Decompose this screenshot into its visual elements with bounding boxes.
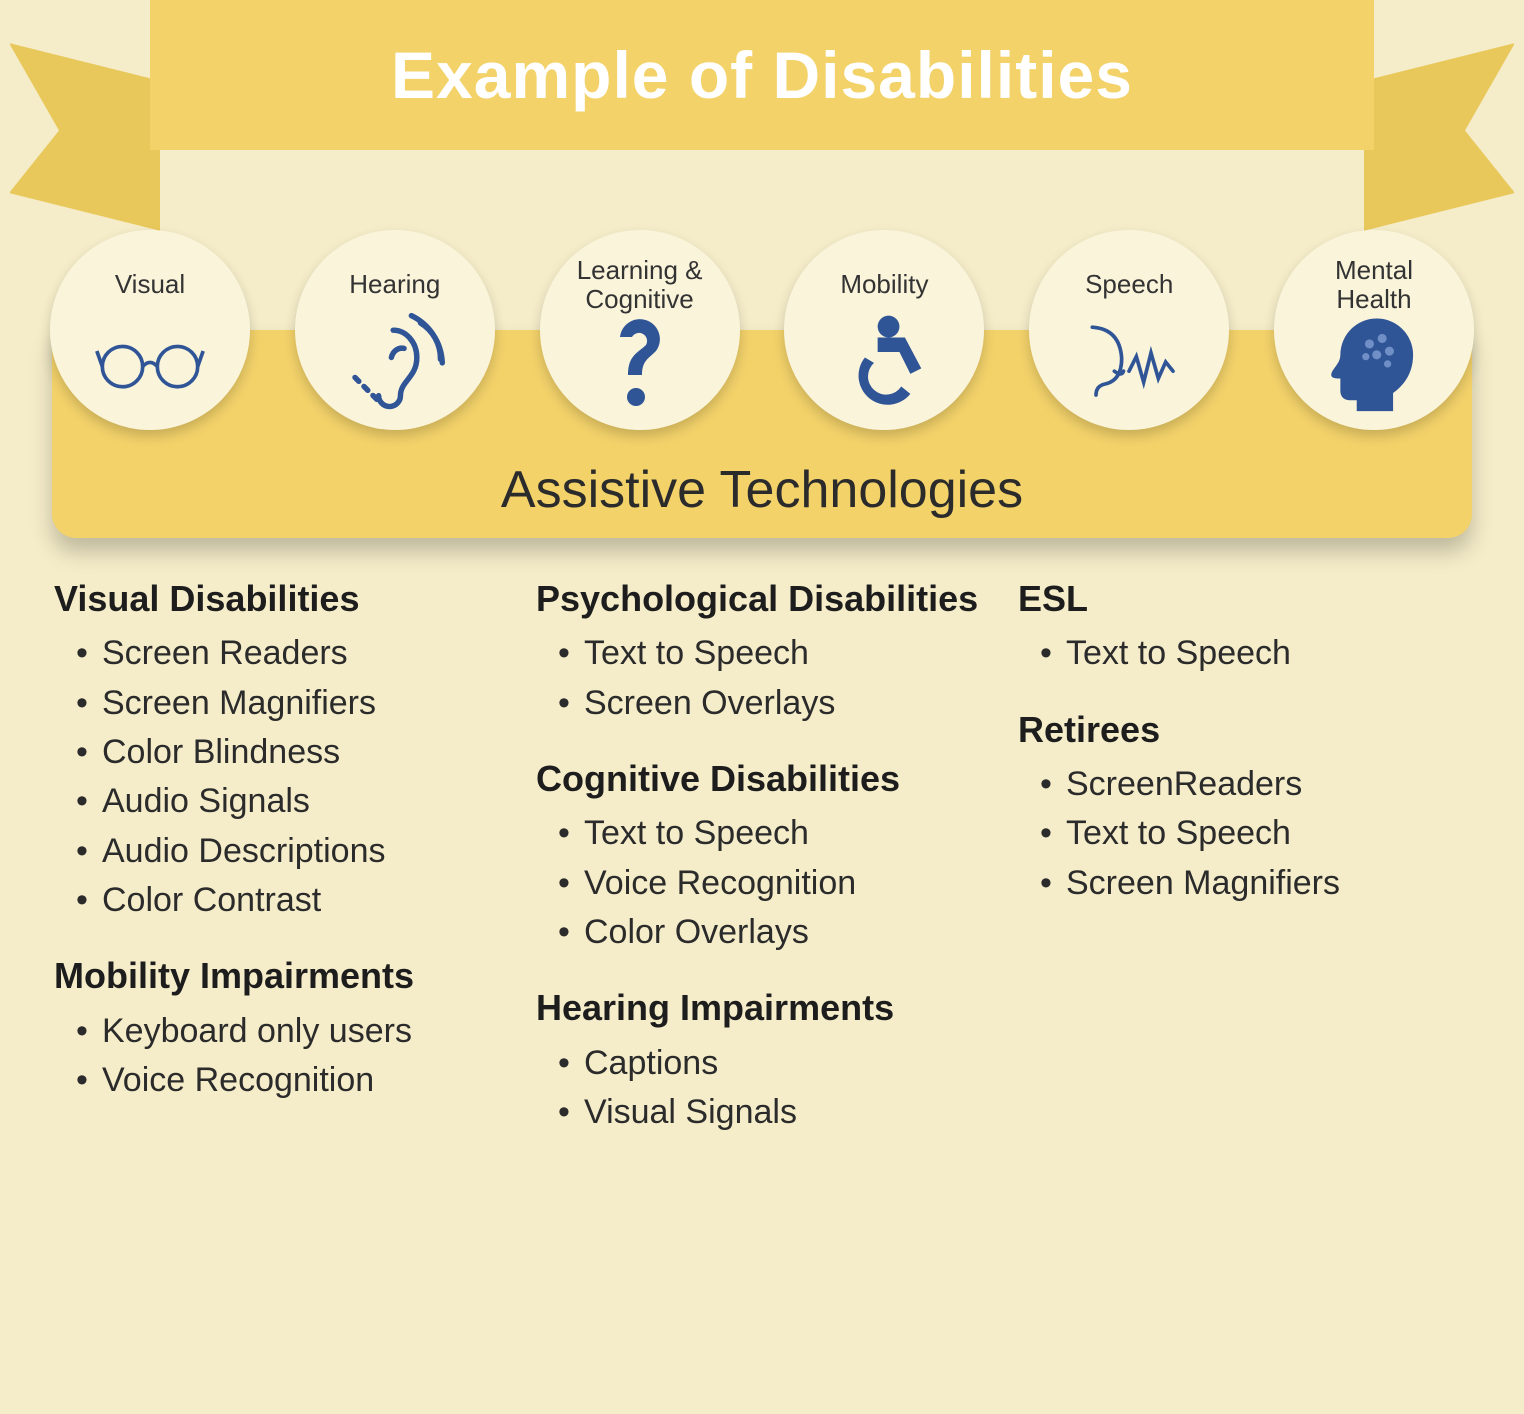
tech-list-item: Screen Overlays — [558, 679, 988, 728]
tech-column: Visual Disabilities Screen ReadersScreen … — [54, 578, 506, 1167]
tech-list-item: Screen Magnifiers — [1040, 859, 1470, 908]
category-label: Mobility — [840, 256, 928, 312]
tech-list-item: Voice Recognition — [558, 859, 988, 908]
tech-list-item: Voice Recognition — [76, 1056, 506, 1105]
tech-group: Retirees ScreenReadersText to SpeechScree… — [1018, 709, 1470, 908]
tech-list: CaptionsVisual Signals — [536, 1039, 988, 1138]
tech-list-item: Keyboard only users — [76, 1007, 506, 1056]
question-icon — [585, 313, 695, 413]
tech-group: Visual Disabilities Screen ReadersScreen … — [54, 578, 506, 925]
tech-list-item: Audio Descriptions — [76, 827, 506, 876]
tech-list: Keyboard only usersVoice Recognition — [54, 1007, 506, 1106]
tech-group-heading: ESL — [1018, 578, 1470, 619]
tech-group-heading: Mobility Impairments — [54, 955, 506, 996]
wheelchair-icon — [829, 312, 939, 412]
tech-group: Mobility Impairments Keyboard only usersV… — [54, 955, 506, 1105]
tech-list: Text to Speech — [1018, 629, 1470, 678]
tech-list: ScreenReadersText to SpeechScreen Magnif… — [1018, 760, 1470, 908]
speech-icon — [1074, 312, 1184, 412]
category-circle: Mental Health — [1274, 230, 1474, 430]
category-label: Visual — [115, 256, 185, 312]
tech-group-heading: Cognitive Disabilities — [536, 758, 988, 799]
brain-head-icon — [1319, 313, 1429, 413]
category-label: Mental Health — [1335, 256, 1413, 313]
tech-list-item: Text to Speech — [1040, 809, 1470, 858]
tech-list-item: Screen Magnifiers — [76, 679, 506, 728]
tech-group-heading: Hearing Impairments — [536, 987, 988, 1028]
tech-column: Psychological Disabilities Text to Speech… — [536, 578, 988, 1167]
category-label: Learning & Cognitive — [577, 256, 703, 313]
tech-list-item: Visual Signals — [558, 1088, 988, 1137]
page-title: Example of Disabilities — [391, 37, 1133, 113]
tech-list-item: Color Blindness — [76, 728, 506, 777]
category-circle: Visual — [50, 230, 250, 430]
tech-list-item: Captions — [558, 1039, 988, 1088]
tech-list-item: Text to Speech — [558, 809, 988, 858]
glasses-icon — [95, 312, 205, 412]
tech-list-item: Color Overlays — [558, 908, 988, 957]
category-label: Hearing — [349, 256, 440, 312]
tech-group-heading: Visual Disabilities — [54, 578, 506, 619]
tech-group: ESL Text to Speech — [1018, 578, 1470, 679]
tech-group-heading: Retirees — [1018, 709, 1470, 750]
tech-list: Screen ReadersScreen MagnifiersColor Bli… — [54, 629, 506, 925]
tech-group-heading: Psychological Disabilities — [536, 578, 988, 619]
title-ribbon: Example of Disabilities — [50, 0, 1474, 210]
ear-icon — [340, 312, 450, 412]
tech-list: Text to SpeechScreen Overlays — [536, 629, 988, 728]
tech-column: ESLText to SpeechRetireesScreenReadersTe… — [1018, 578, 1470, 1167]
tech-list-item: ScreenReaders — [1040, 760, 1470, 809]
tech-list-item: Text to Speech — [558, 629, 988, 678]
category-label: Speech — [1085, 256, 1173, 312]
tech-list-item: Screen Readers — [76, 629, 506, 678]
ribbon-center: Example of Disabilities — [150, 0, 1374, 150]
tech-group: Hearing Impairments CaptionsVisual Signal… — [536, 987, 988, 1137]
infographic-frame: Example of Disabilities Visual Hearing — [0, 0, 1524, 1414]
category-row: Visual Hearing Learning & Co — [30, 210, 1494, 430]
category-circle: Mobility — [784, 230, 984, 430]
category-circle: Learning & Cognitive — [540, 230, 740, 430]
category-circle: Hearing — [295, 230, 495, 430]
ribbon-tail-right — [1364, 43, 1514, 230]
tech-list-item: Text to Speech — [1040, 629, 1470, 678]
tech-columns: Visual DisabilitiesScreen ReadersScreen … — [30, 538, 1494, 1167]
tech-list-item: Color Contrast — [76, 876, 506, 925]
tech-list-item: Audio Signals — [76, 777, 506, 826]
tech-list: Text to SpeechVoice RecognitionColor Ove… — [536, 809, 988, 957]
assistive-heading: Assistive Technologies — [52, 460, 1472, 520]
category-circle: Speech — [1029, 230, 1229, 430]
tech-group: Psychological Disabilities Text to Speech… — [536, 578, 988, 728]
tech-group: Cognitive Disabilities Text to SpeechVoic… — [536, 758, 988, 957]
ribbon-tail-left — [10, 43, 160, 230]
